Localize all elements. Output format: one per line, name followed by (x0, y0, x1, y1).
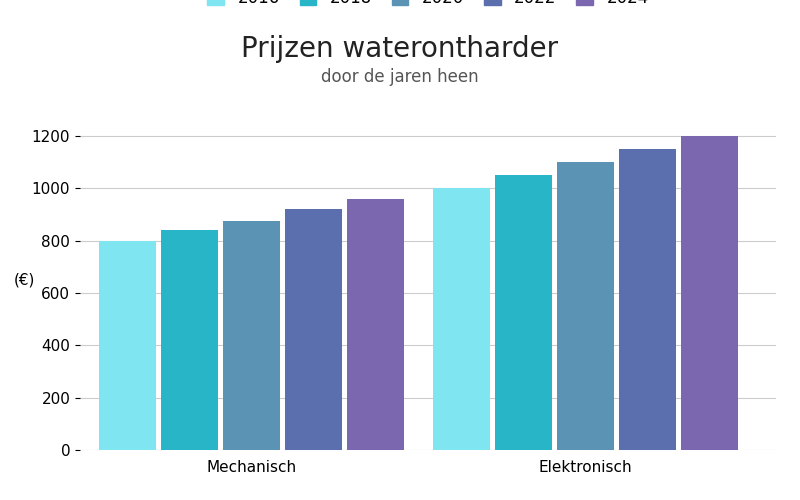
Bar (161, 230, 218, 450)
Bar (681, 136, 738, 450)
Bar (494, 176, 552, 450)
Y-axis label: (€): (€) (14, 272, 35, 287)
Bar (557, 162, 614, 450)
Text: Prijzen waterontharder: Prijzen waterontharder (242, 35, 558, 63)
Bar (223, 221, 280, 450)
Bar (285, 210, 342, 450)
Bar (347, 199, 404, 450)
Bar (99, 241, 156, 450)
Bar (433, 188, 490, 450)
Bar (618, 149, 676, 450)
Legend: 2016, 2018, 2020, 2022, 2024: 2016, 2018, 2020, 2022, 2024 (207, 0, 649, 7)
Text: door de jaren heen: door de jaren heen (321, 68, 479, 86)
